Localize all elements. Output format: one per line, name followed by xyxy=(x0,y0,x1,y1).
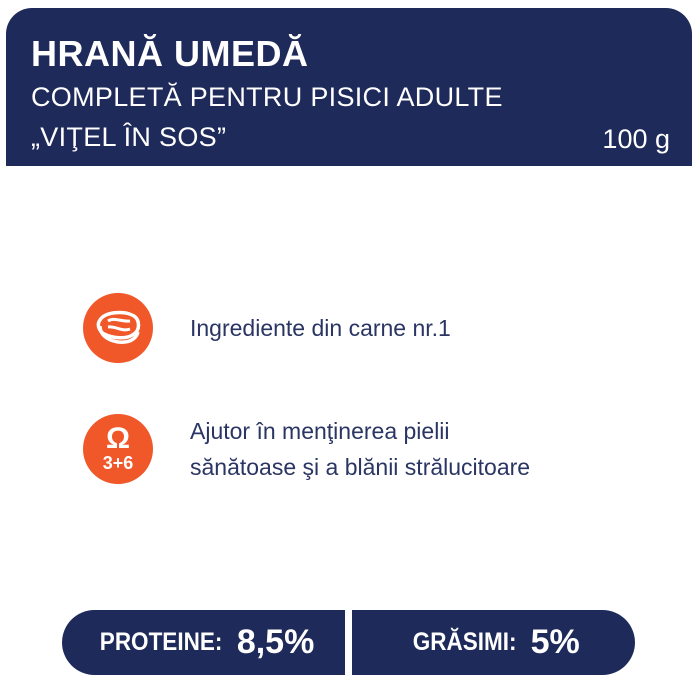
feature-text: Ajutor în menţinerea pielii sănătoase şi… xyxy=(190,413,530,485)
protein-value: 8,5% xyxy=(236,623,315,661)
fat-badge: GRĂSIMI: 5% xyxy=(352,610,635,675)
meat-steak-icon xyxy=(83,293,153,363)
product-subtitle: COMPLETĂ PENTRU PISICI ADULTE xyxy=(31,82,503,112)
product-weight: 100 g xyxy=(602,124,670,154)
protein-label: PROTEINE: xyxy=(99,628,223,656)
feature-line-1: Ajutor în menţinerea pielii xyxy=(190,418,450,444)
feature-meat: Ingrediente din carne nr.1 xyxy=(83,293,451,363)
product-header: HRANĂ UMEDĂ COMPLETĂ PENTRU PISICI ADULT… xyxy=(6,8,692,166)
product-title: HRANĂ UMEDĂ xyxy=(31,33,309,74)
fat-value: 5% xyxy=(530,623,580,661)
protein-badge: PROTEINE: 8,5% xyxy=(62,610,345,675)
feature-text: Ingrediente din carne nr.1 xyxy=(190,315,451,341)
fat-label: GRĂSIMI: xyxy=(413,628,517,656)
omega-symbol: Ω xyxy=(105,422,131,455)
feature-omega: Ω 3+6 Ajutor în menţinerea pielii sănăto… xyxy=(83,413,530,485)
omega-label: 3+6 xyxy=(102,453,134,473)
feature-line-2: sănătoase şi a blănii strălucitoare xyxy=(190,454,531,480)
product-variant: „VIŢEL ÎN SOS” xyxy=(31,122,227,152)
omega-3-6-icon: Ω 3+6 xyxy=(83,414,153,484)
